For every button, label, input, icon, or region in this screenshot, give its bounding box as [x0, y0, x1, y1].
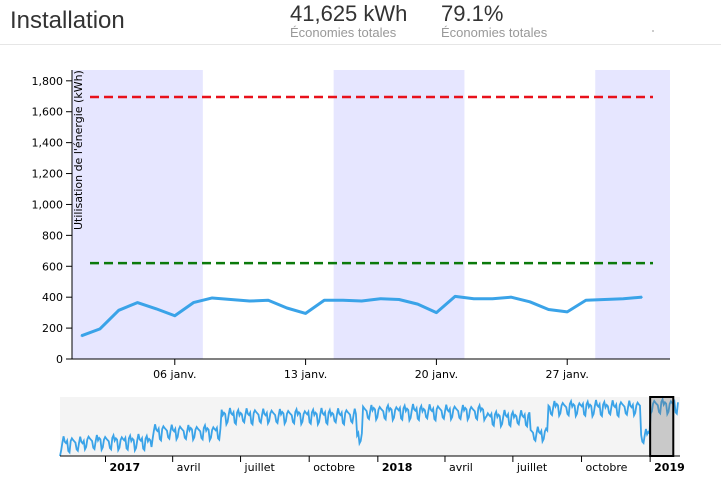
data-point — [472, 297, 475, 300]
y-tick-label: 400 — [42, 291, 63, 304]
data-point — [547, 308, 550, 311]
y-tick-label: 1,400 — [32, 137, 64, 150]
shaded-period-2 — [595, 70, 670, 359]
total-savings-energy-value: 41,625 kWh — [290, 1, 408, 26]
x-axis: 06 janv. 13 janv. 20 janv. 27 janv. — [72, 358, 670, 381]
context-tick-label: avril — [449, 461, 473, 474]
data-point — [267, 299, 270, 302]
data-point — [641, 296, 643, 298]
context-trace — [59, 396, 679, 457]
data-point — [454, 295, 456, 298]
context-tick-label: 2019 — [654, 461, 685, 474]
data-point — [622, 297, 625, 300]
series-layer — [80, 294, 643, 338]
data-point — [304, 312, 307, 315]
data-point — [585, 299, 587, 302]
header-bar: Installation 41,625 kWh Économies totale… — [0, 0, 721, 45]
context-tick-label: 2018 — [382, 461, 413, 474]
data-point — [80, 335, 83, 337]
data-point — [510, 296, 512, 298]
total-savings-energy-label: Économies totales — [290, 25, 397, 40]
y-tick-label: 600 — [42, 260, 63, 273]
data-point — [603, 298, 606, 301]
y-axis: 0 200 400 600 800 1,000 1,200 1,400 1,600 1,800 — [32, 70, 73, 366]
data-point — [192, 301, 195, 304]
data-point — [398, 298, 400, 301]
data-point — [379, 297, 382, 300]
y-tick-label: 200 — [42, 322, 63, 335]
page-title: Installation — [10, 7, 125, 34]
y-tick-label: 1,600 — [32, 106, 64, 119]
total-savings-percent-label: Économies totales — [441, 25, 548, 40]
context-tick-label: avril — [177, 461, 201, 474]
weekend-shading-layer — [72, 70, 670, 359]
data-point — [173, 314, 176, 317]
context-timeline: 2017 avril juillet octobre 2018 avril juillet o… — [59, 396, 685, 474]
data-point — [136, 301, 139, 304]
context-tick-label: octobre — [586, 461, 628, 474]
context-tick-label: 2017 — [110, 461, 141, 474]
x-tick-label: 20 janv. — [415, 368, 458, 381]
data-point — [155, 307, 157, 310]
x-tick-label: 13 janv. — [284, 368, 327, 381]
data-point — [342, 299, 344, 302]
shaded-period-0 — [72, 70, 203, 359]
context-tick-label: octobre — [313, 461, 355, 474]
data-point — [248, 300, 251, 302]
data-point — [491, 297, 494, 300]
x-tick-label: 27 janv. — [546, 368, 589, 381]
data-point — [435, 311, 438, 314]
data-point — [99, 328, 101, 330]
reference-lines-layer — [90, 95, 653, 265]
y-tick-label: 1,200 — [32, 168, 64, 181]
data-point — [360, 300, 363, 302]
data-point — [416, 303, 419, 305]
x-tick-label: 06 janv. — [153, 368, 196, 381]
y-tick-label: 1,000 — [32, 198, 64, 211]
context-tick-label: juillet — [516, 461, 548, 474]
data-point — [529, 301, 531, 303]
data-point — [323, 299, 326, 302]
total-savings-percent-value: 79.1% — [441, 1, 504, 26]
header-dot — [652, 30, 654, 32]
brush-selection[interactable] — [649, 396, 675, 457]
y-axis-title: Utilisation de l'énergie (kWh) — [72, 70, 85, 230]
data-point — [117, 309, 120, 312]
context-tick-label: juillet — [244, 461, 276, 474]
data-point — [566, 311, 569, 313]
shaded-period-1 — [333, 70, 465, 359]
y-tick-label: 800 — [42, 229, 63, 242]
y-tick-label: 1,800 — [32, 75, 64, 88]
data-point — [211, 297, 213, 299]
data-point — [286, 307, 288, 309]
data-point — [230, 298, 232, 301]
y-tick-label: 0 — [56, 353, 63, 366]
